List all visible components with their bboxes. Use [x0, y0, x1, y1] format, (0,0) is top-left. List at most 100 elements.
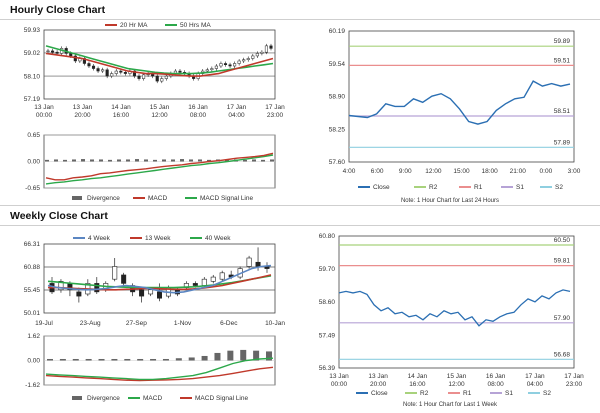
- weekly-macd-signal-line: [45, 366, 274, 382]
- hourly-candle-body: [164, 75, 168, 79]
- weekly-level-label-2: 57.90: [554, 315, 571, 322]
- weekly-divergence-bar: [201, 355, 208, 361]
- hourly-candle-body: [55, 51, 59, 54]
- hourly-candle-body: [160, 78, 164, 82]
- weekly-line-legend-close-label: Close: [371, 390, 388, 397]
- weekly-candle-body: [246, 257, 252, 267]
- weekly-line-legend-r1-label: R1: [463, 390, 472, 397]
- weekly-line-xtick-time-6: 23:00: [566, 381, 583, 388]
- hourly-candle-xtick-date-1: 13 Jan: [73, 104, 93, 111]
- hourly-candle-xtick-time-4: 08:00: [190, 112, 207, 119]
- hourly-candle-body: [137, 75, 141, 79]
- weekly-divergence-bar: [47, 358, 53, 361]
- hourly-line-ytick-4: 57.60: [329, 159, 346, 166]
- weekly-line-xtick-date-5: 17 Jan: [525, 373, 545, 380]
- weekly-line-legend-s2-label: S2: [543, 390, 551, 397]
- weekly-line-xtick-time-3: 12:00: [448, 381, 465, 388]
- hourly-line-legend-close-label: Close: [373, 184, 390, 191]
- weekly-line-frame: [338, 235, 575, 369]
- hourly-divergence-bar: [108, 159, 112, 162]
- hourly-divergence-bar: [126, 159, 130, 162]
- weekly-candle-xtick-5: 10-Jan: [265, 320, 285, 327]
- hourly-divergence-bar: [225, 159, 229, 162]
- hourly-divergence-bar: [90, 159, 94, 162]
- hourly-ma20-line: [45, 52, 274, 77]
- weekly-title-divider: [0, 225, 600, 226]
- weekly-line-legend-s1-label: S1: [505, 390, 513, 397]
- hourly-candle-body: [264, 45, 268, 53]
- weekly-line-ytick-0: 60.80: [319, 233, 336, 240]
- weekly-divergence-bar: [150, 358, 157, 361]
- weekly-line-ytick-1: 59.70: [319, 266, 336, 273]
- hourly-candle-body: [223, 63, 228, 66]
- weekly-candle-ytick-0: 66.31: [24, 241, 41, 248]
- hourly-line-xtick-5: 18:00: [481, 168, 498, 175]
- weekly-candle-body: [192, 283, 198, 286]
- weekly-divergence-bar: [124, 358, 131, 361]
- hourly-line-xtick-7: 0:00: [540, 168, 553, 175]
- weekly-macd-ytick-1: 0.00: [27, 358, 40, 365]
- weekly-divergence-bar: [240, 349, 247, 361]
- hourly-candle-body: [114, 70, 118, 74]
- hourly-candle-body: [237, 60, 241, 64]
- hourly-divergence-bar: [117, 159, 121, 162]
- hourly-candle-xtick-time-1: 20:00: [74, 112, 91, 119]
- hourly-line-legend-s1-label: S1: [516, 184, 524, 191]
- hourly-candle-body: [132, 70, 137, 77]
- weekly-macd-line: [45, 357, 274, 381]
- hourly-divergence-bar: [207, 159, 211, 162]
- hourly-candle-body: [105, 69, 109, 77]
- hourly-candle-xtick-time-6: 23:00: [267, 112, 284, 119]
- weekly-legend-macd-label: MACD: [143, 395, 162, 402]
- hourly-candle-xtick-date-5: 17 Jan: [227, 104, 247, 111]
- hourly-line-xtick-6: 21:00: [510, 168, 527, 175]
- hourly-candle-body: [51, 50, 55, 53]
- weekly-line-note: Note: 1 Hour Chart for Last 1 Week: [403, 402, 497, 408]
- weekly-line-xtick-time-0: 00:00: [331, 381, 348, 388]
- weekly-candle-body: [139, 289, 145, 297]
- hourly-divergence-bar: [171, 159, 175, 162]
- hourly-divergence-bar: [45, 159, 49, 162]
- hourly-line-ytick-2: 58.90: [329, 93, 346, 100]
- weekly-line-xtick-date-1: 13 Jan: [368, 373, 388, 380]
- hourly-candle-body: [91, 65, 96, 69]
- weekly-line-xtick-time-5: 04:00: [527, 381, 544, 388]
- weekly-legend-13wk-label: 13 Week: [145, 235, 171, 242]
- weekly-divergence-bar: [227, 350, 234, 361]
- weekly-candle-xtick-4: 6-Dec: [220, 320, 238, 327]
- section-divider: [0, 205, 600, 206]
- hourly-line-note: Note: 1 Hour Chart for Last 24 Hours: [400, 198, 500, 204]
- hourly-candle-body: [110, 73, 114, 77]
- weekly-level-label-0: 60.50: [554, 237, 571, 244]
- weekly-4wk-line: [47, 264, 272, 294]
- hourly-legend-ma20-label: 20 Hr MA: [120, 22, 148, 29]
- weekly-line-xtick-date-2: 14 Jan: [408, 373, 428, 380]
- weekly-level-label-3: 56.68: [554, 351, 571, 358]
- hourly-candle-body: [255, 53, 259, 57]
- hourly-legend-divergence-swatch: [72, 196, 82, 200]
- weekly-line-xtick-time-1: 20:00: [370, 381, 387, 388]
- weekly-divergence-bar: [266, 351, 272, 361]
- hourly-candle-ytick-2: 58.10: [24, 73, 41, 80]
- hourly-divergence-bar: [81, 159, 85, 162]
- hourly-candle-ytick-0: 59.93: [24, 27, 41, 34]
- weekly-legend-40wk-label: 40 Week: [205, 235, 231, 242]
- hourly-close-line: [348, 80, 571, 125]
- hourly-candle-frame: [43, 29, 276, 100]
- weekly-divergence-bar: [111, 358, 118, 361]
- weekly-divergence-bar: [59, 358, 66, 361]
- hourly-divergence-bar: [135, 159, 139, 162]
- weekly-macd-ytick-0: 1.62: [27, 333, 40, 340]
- hourly-candle-xtick-date-2: 14 Jan: [111, 104, 131, 111]
- weekly-candle-body: [76, 291, 82, 297]
- weekly-line-xtick-date-4: 16 Jan: [486, 373, 506, 380]
- hourly-candle-ytick-1: 59.02: [24, 50, 41, 57]
- weekly-candle-xtick-2: 27-Sep: [126, 320, 147, 327]
- hourly-section-title: Hourly Close Chart: [10, 4, 106, 16]
- weekly-divergence-bar: [214, 352, 221, 361]
- hourly-candle-body: [87, 63, 91, 67]
- hourly-candle-body: [269, 45, 273, 49]
- hourly-title-divider: [0, 19, 600, 20]
- hourly-divergence-bar: [243, 159, 247, 162]
